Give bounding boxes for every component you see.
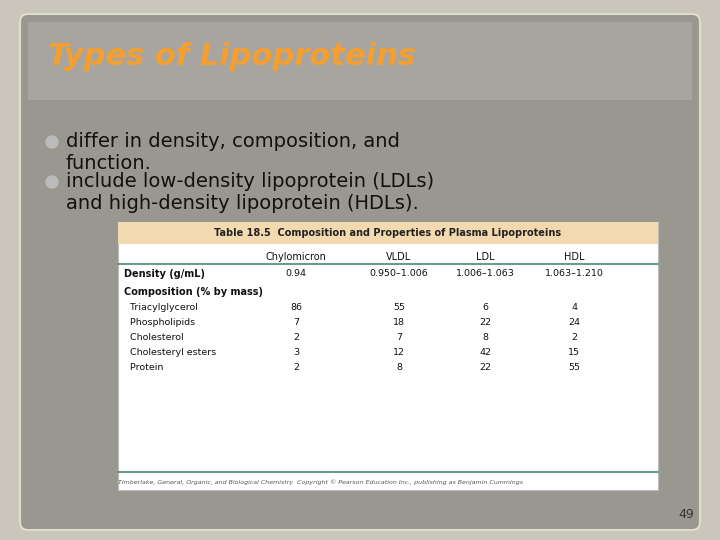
Text: 86: 86 bbox=[290, 303, 302, 312]
Text: 7: 7 bbox=[293, 318, 299, 327]
Text: 1.006–1.063: 1.006–1.063 bbox=[456, 269, 514, 279]
Text: Cholesteryl esters: Cholesteryl esters bbox=[124, 348, 216, 357]
Text: 8: 8 bbox=[396, 363, 402, 372]
Text: 0.950–1.006: 0.950–1.006 bbox=[369, 269, 428, 279]
Text: Composition (% by mass): Composition (% by mass) bbox=[124, 287, 263, 297]
Text: 6: 6 bbox=[482, 303, 488, 312]
Text: LDL: LDL bbox=[476, 252, 495, 262]
Text: HDL: HDL bbox=[564, 252, 584, 262]
Text: 24: 24 bbox=[568, 318, 580, 327]
Text: 4: 4 bbox=[571, 303, 577, 312]
Text: 3: 3 bbox=[293, 348, 299, 357]
Text: 8: 8 bbox=[482, 333, 488, 342]
Text: 2: 2 bbox=[571, 333, 577, 342]
Circle shape bbox=[46, 176, 58, 188]
Text: 18: 18 bbox=[393, 318, 405, 327]
FancyBboxPatch shape bbox=[20, 14, 700, 530]
Text: 1.063–1.210: 1.063–1.210 bbox=[544, 269, 603, 279]
Circle shape bbox=[46, 136, 58, 148]
Text: Cholesterol: Cholesterol bbox=[124, 333, 184, 342]
Text: Table 18.5  Composition and Properties of Plasma Lipoproteins: Table 18.5 Composition and Properties of… bbox=[215, 228, 562, 238]
Text: 42: 42 bbox=[479, 348, 491, 357]
Text: Chylomicron: Chylomicron bbox=[266, 252, 326, 262]
Text: include low-density lipoprotein (LDLs): include low-density lipoprotein (LDLs) bbox=[66, 172, 434, 191]
Text: 22: 22 bbox=[479, 363, 491, 372]
Text: 22: 22 bbox=[479, 318, 491, 327]
Text: and high-density lipoprotein (HDLs).: and high-density lipoprotein (HDLs). bbox=[66, 194, 419, 213]
Text: 0.94: 0.94 bbox=[286, 269, 307, 279]
Bar bbox=[118, 222, 658, 490]
Text: 55: 55 bbox=[568, 363, 580, 372]
Text: Protein: Protein bbox=[124, 363, 163, 372]
Text: 2: 2 bbox=[293, 333, 299, 342]
Bar bbox=[118, 222, 658, 244]
Text: Triacylglycerol: Triacylglycerol bbox=[124, 303, 198, 312]
Text: Density (g/mL): Density (g/mL) bbox=[124, 269, 205, 279]
Text: 49: 49 bbox=[678, 508, 694, 521]
Text: Timberlake, General, Organic, and Biological Chemistry  Copyright © Pearson Educ: Timberlake, General, Organic, and Biolog… bbox=[118, 479, 523, 485]
Text: 15: 15 bbox=[568, 348, 580, 357]
Text: 7: 7 bbox=[396, 333, 402, 342]
Text: 2: 2 bbox=[293, 363, 299, 372]
FancyBboxPatch shape bbox=[28, 22, 692, 100]
Text: Types of Lipoproteins: Types of Lipoproteins bbox=[48, 42, 416, 71]
Text: 12: 12 bbox=[393, 348, 405, 357]
Text: differ in density, composition, and: differ in density, composition, and bbox=[66, 132, 400, 151]
Text: 55: 55 bbox=[393, 303, 405, 312]
Text: function.: function. bbox=[66, 154, 152, 173]
Text: VLDL: VLDL bbox=[387, 252, 412, 262]
Text: Phospholipids: Phospholipids bbox=[124, 318, 195, 327]
